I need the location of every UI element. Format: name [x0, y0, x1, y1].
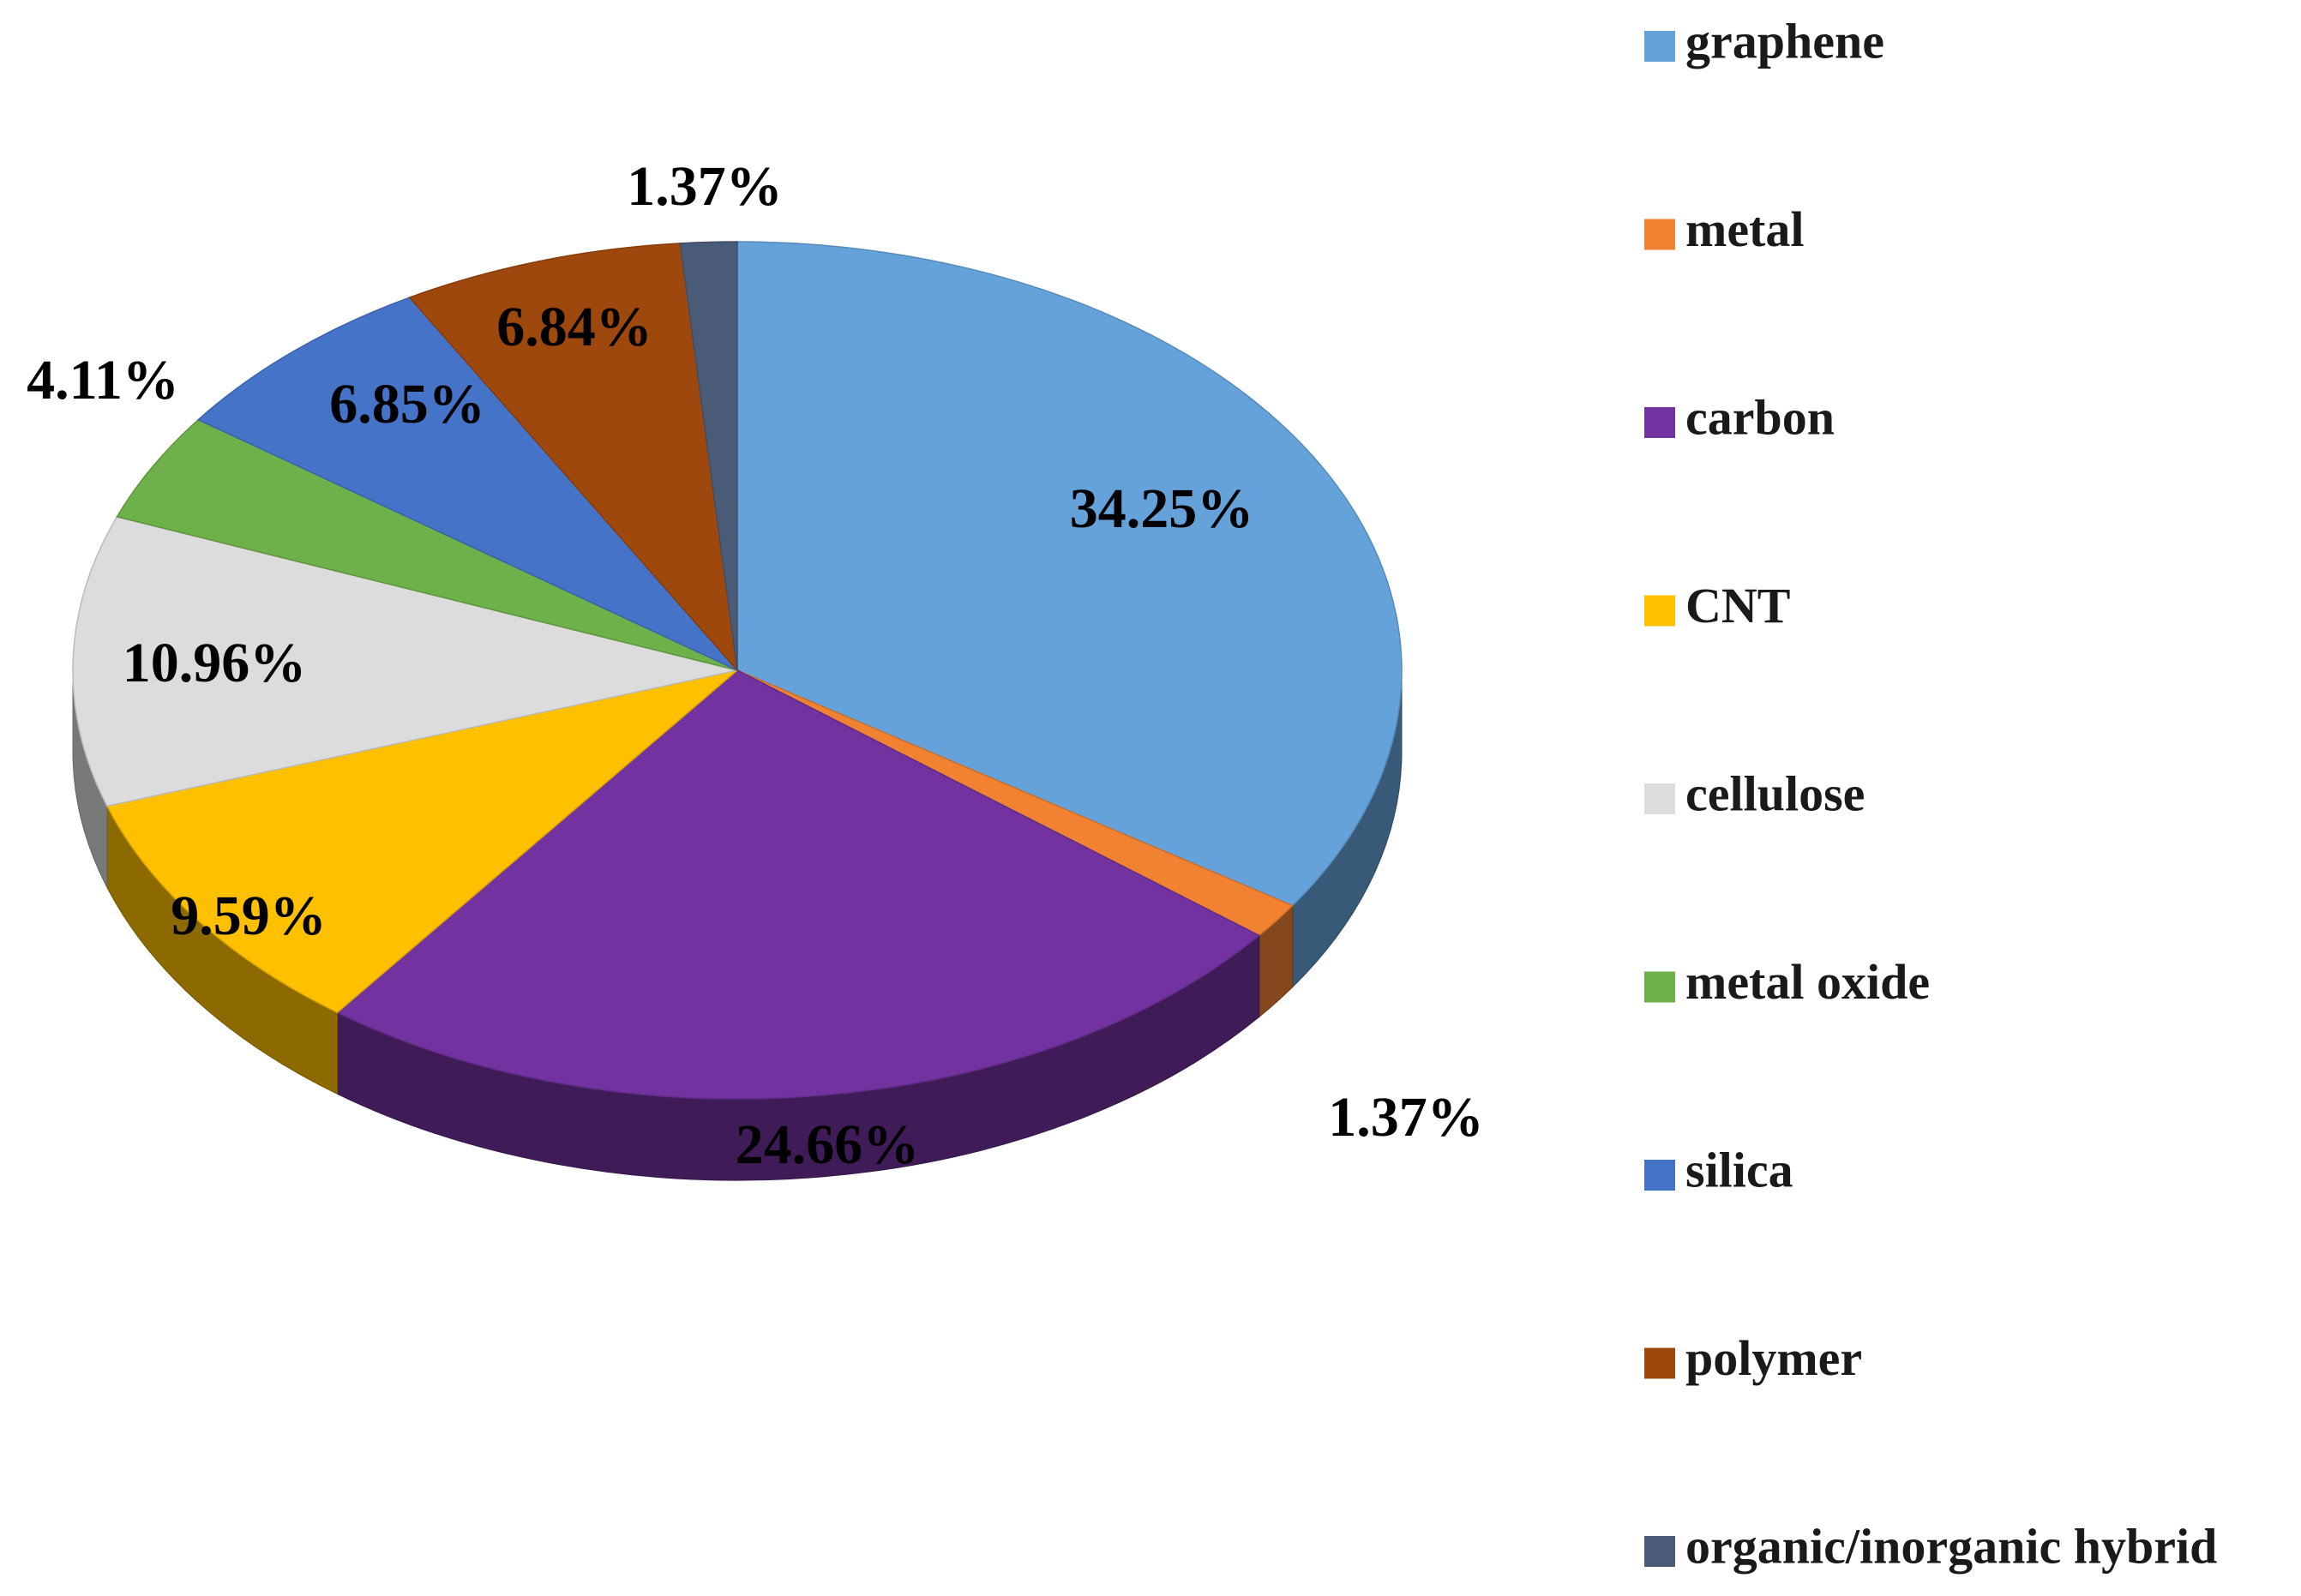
legend-label-graphene: graphene: [1685, 13, 1884, 69]
data-label-metal-oxide: 4.11%: [27, 349, 179, 411]
legend-swatch-carbon: [1644, 407, 1675, 438]
slice-metal-oxide: [116, 418, 738, 671]
legend-swatch-silica: [1644, 1160, 1675, 1191]
legend-swatch-organic-inorganic-hybrid: [1644, 1536, 1675, 1567]
legend-swatch-graphene: [1644, 31, 1675, 62]
legend-label-cnt: CNT: [1685, 578, 1790, 633]
legend-swatch-polymer: [1644, 1347, 1675, 1379]
data-label-silica: 6.85%: [329, 373, 485, 435]
legend-swatch-metal-oxide: [1644, 971, 1675, 1003]
legend: graphene metal carbon CNT cellulose metal oxi…: [1644, 13, 2217, 1574]
pie-data-labels: 34.25% 1.37% 24.66% 9.59% 10.96% 4.11% 6.85%6.…: [27, 155, 1484, 1176]
legend-label-metal: metal: [1685, 201, 1805, 257]
data-label-cnt: 9.59%: [171, 885, 327, 947]
legend-label-cellulose: cellulose: [1685, 765, 1865, 821]
data-label-polymer: 6.84%: [496, 296, 652, 358]
data-label-cellulose: 10.96%: [123, 632, 307, 694]
pie-slices: [72, 241, 1403, 1100]
slice-graphene: [736, 241, 1403, 907]
legend-label-silica: silica: [1685, 1142, 1793, 1197]
legend-label-organic-inorganic-hybrid: organic/inorganic hybrid: [1685, 1518, 2217, 1574]
slice-carbon: [336, 669, 1261, 1100]
data-label-carbon: 24.66%: [736, 1113, 920, 1176]
slice-organic-inorganic-hybrid: [679, 241, 738, 671]
slice-cnt: [105, 669, 738, 1014]
legend-label-metal-oxide: metal oxide: [1685, 954, 1930, 1010]
pie-depth: [72, 669, 1403, 1181]
legend-label-carbon: carbon: [1685, 389, 1835, 445]
data-label-organic-inorganic-hybrid: 1.37%: [627, 155, 783, 218]
slice-silica: [196, 297, 738, 671]
data-label-metal: 1.37%: [1328, 1086, 1484, 1149]
data-label-graphene: 34.25%: [1070, 477, 1254, 540]
legend-swatch-metal: [1644, 219, 1675, 250]
slice-polymer: [408, 243, 739, 673]
legend-swatch-cellulose: [1644, 783, 1675, 814]
legend-label-polymer: polymer: [1685, 1330, 1862, 1386]
legend-swatch-cnt: [1644, 595, 1675, 627]
slice-cellulose: [72, 516, 738, 807]
